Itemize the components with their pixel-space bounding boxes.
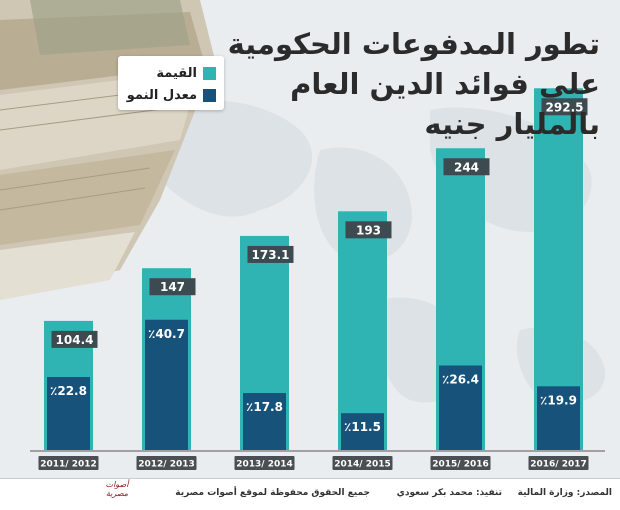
legend: القيمة معدل النمو bbox=[118, 56, 224, 110]
site-logo: أصوات مصرية bbox=[100, 480, 134, 508]
value-label-box bbox=[443, 158, 490, 176]
value-label-box bbox=[541, 98, 588, 116]
x-tick-box bbox=[528, 456, 589, 470]
value-label-box bbox=[247, 245, 294, 263]
growth-label: ٪26.4 bbox=[442, 373, 479, 387]
growth-label: ٪11.5 bbox=[344, 420, 381, 434]
chart-title-line-2: على فوائد الدين العام bbox=[290, 67, 600, 101]
value-label: 173.1 bbox=[252, 248, 290, 262]
value-label: 292.5 bbox=[546, 100, 584, 114]
growth-bar bbox=[341, 413, 384, 450]
growth-bar bbox=[145, 319, 188, 450]
x-tick-label: 2011/ 2012 bbox=[40, 460, 97, 470]
legend-swatch-growth bbox=[203, 88, 216, 102]
chart-title-line-1: تطور المدفوعات الحكومية bbox=[227, 27, 600, 61]
growth-bar bbox=[537, 386, 580, 450]
footer-bar: المصدر: وزارة المالية تنفيذ: محمد بكر سع… bbox=[0, 478, 620, 510]
footer-design: تنفيذ: محمد بكر سعودي bbox=[396, 488, 502, 498]
chart-title-line-3: بالمليار جنيه bbox=[424, 107, 600, 141]
x-tick-label: 2013/ 2014 bbox=[236, 460, 293, 470]
x-tick-label: 2016/ 2017 bbox=[530, 460, 587, 470]
x-tick-label: 2014/ 2015 bbox=[334, 460, 391, 470]
growth-label: ٪22.8 bbox=[50, 384, 87, 398]
growth-bar bbox=[439, 365, 482, 450]
x-tick-box bbox=[136, 456, 197, 470]
growth-label: ٪19.9 bbox=[540, 393, 577, 407]
footer-rights: جميع الحقوق محفوظة لموقع أصوات مصرية bbox=[175, 488, 370, 498]
value-label: 193 bbox=[356, 223, 381, 237]
x-axis: 2011/ 2012 2012/ 2013 2013/ 2014 2014/ 2015… bbox=[30, 450, 605, 470]
legend-swatch-value bbox=[203, 66, 216, 80]
x-tick-box bbox=[332, 456, 393, 470]
value-label: 244 bbox=[454, 160, 479, 174]
x-tick-label: 2012/ 2013 bbox=[138, 460, 195, 470]
growth-bar bbox=[47, 377, 90, 450]
growth-label: ٪17.8 bbox=[246, 400, 283, 414]
footer-source: المصدر: وزارة المالية bbox=[517, 488, 612, 498]
x-tick-box bbox=[430, 456, 491, 470]
site-logo-text: أصوات مصرية bbox=[105, 480, 129, 498]
value-bar bbox=[338, 211, 387, 450]
value-label-box bbox=[51, 330, 98, 348]
x-tick-box bbox=[38, 456, 99, 470]
x-tick-label: 2015/ 2016 bbox=[432, 460, 489, 470]
legend-item-value: القيمة bbox=[156, 64, 216, 82]
value-label-box bbox=[149, 278, 196, 296]
bars-layer: 104.4 ٪22.8 147 ٪40.7 173.1 ٪17.8 193 ٪11.5 244 ٪… bbox=[44, 88, 588, 451]
legend-label-value: القيمة bbox=[156, 65, 197, 81]
legend-label-growth: معدل النمو bbox=[126, 87, 197, 103]
value-label-box bbox=[345, 221, 392, 239]
value-label: 104.4 bbox=[56, 333, 94, 347]
growth-bar bbox=[243, 393, 286, 450]
x-tick-box bbox=[234, 456, 295, 470]
growth-label: ٪40.7 bbox=[148, 327, 185, 341]
legend-item-growth: معدل النمو bbox=[127, 86, 216, 104]
value-label: 147 bbox=[160, 280, 185, 294]
